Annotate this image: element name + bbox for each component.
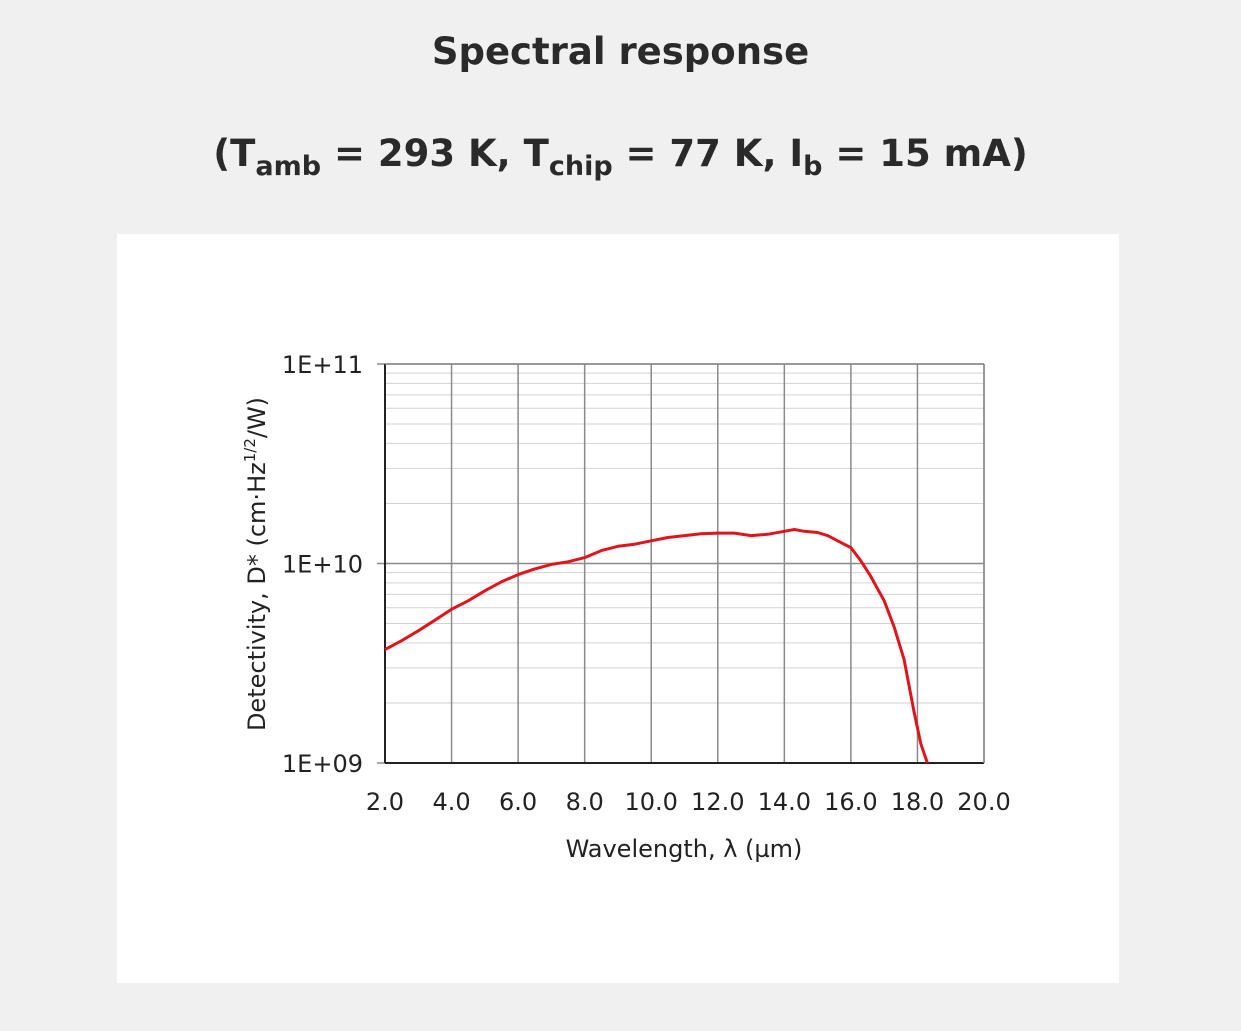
detectivity-chart: 2.0 4.0 6.0 8.0 10.0 12.0 14.0 16.0 18.0 20.0 1E+… bbox=[241, 351, 1011, 863]
x-tick-label: 4.0 bbox=[432, 788, 470, 816]
conditions-sub-b: b bbox=[803, 151, 823, 182]
x-tick-label: 6.0 bbox=[499, 788, 537, 816]
chart-conditions: (Tamb = 293 K, Tchip = 77 K, Ib = 15 mA) bbox=[0, 132, 1241, 182]
y-tick-labels: 1E+09 1E+10 1E+11 bbox=[282, 351, 363, 778]
x-tick-label: 18.0 bbox=[891, 788, 944, 816]
conditions-part3: = 77 K, I bbox=[612, 132, 804, 175]
detectivity-line bbox=[384, 528, 929, 764]
conditions-sub-chip: chip bbox=[548, 151, 613, 182]
y-tick-label: 1E+09 bbox=[282, 750, 363, 778]
x-tick-label: 20.0 bbox=[957, 788, 1010, 816]
x-tick-label: 8.0 bbox=[566, 788, 604, 816]
y-tick-label: 1E+10 bbox=[282, 551, 363, 579]
y-axis-label-sup: 1/2 bbox=[241, 438, 259, 462]
y-tick-label: 1E+11 bbox=[282, 351, 363, 379]
axes bbox=[384, 363, 985, 764]
minor-grid bbox=[385, 372, 984, 704]
x-axis-label: Wavelength, λ (µm) bbox=[566, 835, 803, 863]
x-tick-label: 14.0 bbox=[758, 788, 811, 816]
x-tick-label: 10.0 bbox=[625, 788, 678, 816]
conditions-sub-amb: amb bbox=[255, 151, 322, 182]
x-tick-label: 16.0 bbox=[824, 788, 877, 816]
y-axis-label-main: Detectivity, D* (cm·Hz bbox=[243, 462, 271, 731]
y-axis-label: Detectivity, D* (cm·Hz1/2/W) bbox=[241, 397, 271, 731]
conditions-part2: = 293 K, T bbox=[321, 132, 549, 175]
x-tick-label: 12.0 bbox=[691, 788, 744, 816]
conditions-part4: = 15 mA) bbox=[822, 132, 1028, 175]
conditions-open: (T bbox=[213, 132, 256, 175]
x-tick-labels: 2.0 4.0 6.0 8.0 10.0 12.0 14.0 16.0 18.0 20.0 bbox=[366, 788, 1011, 816]
x-tick-label: 2.0 bbox=[366, 788, 404, 816]
y-axis-label-end: /W) bbox=[243, 397, 271, 438]
chart-title: Spectral response bbox=[431, 30, 810, 73]
chart-panel: 2.0 4.0 6.0 8.0 10.0 12.0 14.0 16.0 18.0 20.0 1E+… bbox=[117, 234, 1119, 983]
